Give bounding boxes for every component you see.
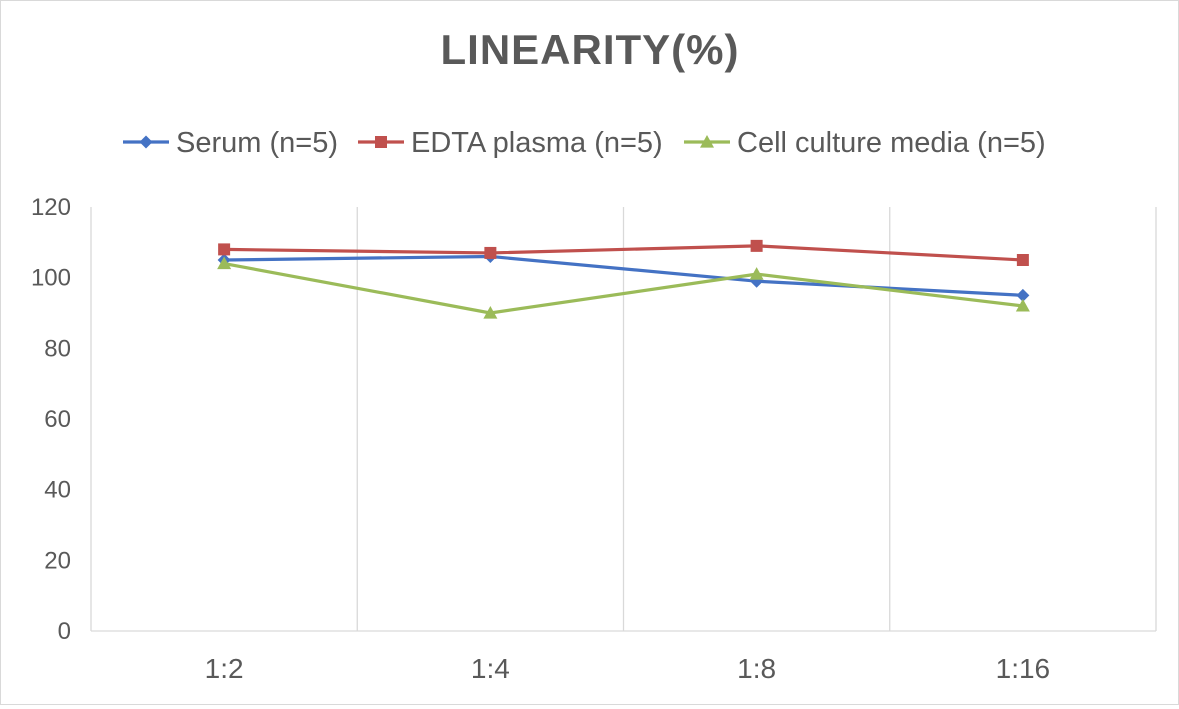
legend-swatch-marker [700, 135, 714, 148]
y-tick-label: 0 [58, 618, 71, 645]
data-point [484, 246, 497, 259]
data-point [218, 243, 231, 256]
legend-entry: EDTA plasma (n=5) [358, 127, 663, 159]
x-tick-label: 1:2 [205, 653, 244, 684]
legend-label: Cell culture media (n=5) [737, 127, 1046, 159]
y-tick-label: 20 [44, 547, 71, 574]
series-line [223, 261, 1024, 315]
data-point [1015, 298, 1030, 312]
data-point [750, 239, 763, 252]
data-point [1016, 254, 1029, 266]
y-tick-label: 100 [31, 265, 71, 292]
grid [356, 207, 1157, 631]
axes: 0 20 40 60 80 100 120 1:2 1:4 1:8 1:16 [31, 194, 1156, 684]
y-tick-label: 60 [44, 406, 71, 433]
series-line [224, 244, 1023, 262]
x-tick-label: 1:16 [996, 653, 1051, 684]
x-tick-label: 1:4 [471, 653, 510, 684]
series-layer [217, 239, 1030, 319]
data-point [217, 256, 232, 270]
chart-title: LINEARITY(%) [441, 26, 740, 73]
series-line [224, 254, 1023, 297]
legend-entry: Cell culture media (n=5) [684, 127, 1046, 159]
x-tick-label: 1:8 [737, 653, 776, 684]
legend-entry: Serum (n=5) [123, 127, 338, 159]
data-point [1016, 288, 1030, 302]
legend-label: EDTA plasma (n=5) [411, 127, 663, 159]
series-2 [218, 239, 1029, 266]
data-point [483, 306, 498, 319]
legend-swatch-marker [139, 135, 153, 149]
series-3 [217, 256, 1030, 319]
y-tick-label: 80 [44, 335, 71, 362]
data-point [749, 267, 764, 280]
y-tick-label: 40 [44, 477, 71, 504]
legend-swatch-marker [375, 136, 387, 148]
legend: Serum (n=5) EDTA plasma (n=5) Cell culture… [123, 127, 1046, 159]
legend-label: Serum (n=5) [176, 127, 338, 159]
y-tick-label: 120 [31, 194, 71, 221]
